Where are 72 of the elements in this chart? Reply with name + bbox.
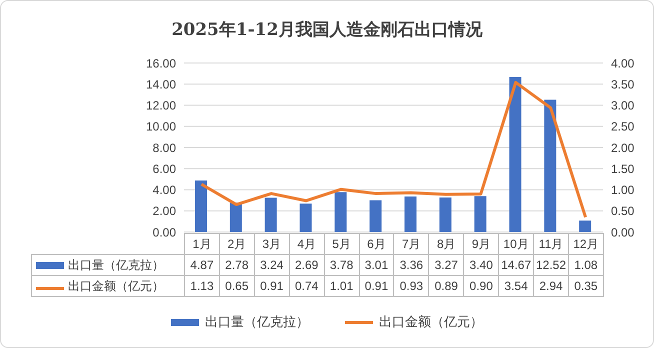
y-tick-label: 16.00 (146, 56, 176, 70)
data-label: 0.65 (219, 276, 254, 296)
bar (264, 198, 277, 232)
text: 出口金额（亿元） (379, 314, 483, 329)
data-label: 0.90 (464, 276, 499, 296)
x-tick-label: 4月 (289, 234, 324, 254)
bar (300, 204, 312, 232)
data-label: 0.35 (568, 276, 604, 296)
data-label: 3.01 (359, 254, 394, 276)
data-label: 3.24 (254, 254, 290, 276)
y-tick-label: 6.00 (152, 162, 176, 176)
legend-label: 出口金额（亿元） (68, 278, 164, 292)
x-tick-label: 11月 (534, 234, 568, 254)
legend-label: 出口量（亿克拉） (68, 258, 164, 272)
data-label: 3.54 (498, 276, 534, 296)
y-tick-label: 0.00 (152, 225, 176, 240)
bar (230, 202, 242, 232)
data-label: 3.36 (394, 254, 429, 276)
y2-tick-label: 3.00 (611, 98, 635, 113)
y2-tick-label: 2.50 (611, 120, 635, 134)
bar (404, 196, 416, 232)
data-label: 14.67 (498, 254, 534, 276)
bar (474, 196, 486, 232)
data-label: 2.94 (534, 276, 568, 296)
data-label: 2.78 (219, 254, 254, 276)
y-tick-label: 14.00 (146, 77, 176, 92)
bar (579, 220, 592, 232)
x-tick-label: 8月 (428, 234, 464, 254)
data-label: 0.93 (394, 276, 429, 296)
y-tick-label: 2.00 (152, 204, 176, 218)
bar (370, 200, 382, 232)
y2-tick-label: 3.50 (611, 77, 635, 92)
bar (509, 77, 522, 232)
y2-tick-label: 0.00 (611, 225, 635, 240)
x-tick-label: 2月 (219, 234, 254, 254)
y-tick-label: 10.00 (146, 120, 176, 134)
data-label: 12.52 (534, 254, 568, 276)
bar (334, 192, 347, 232)
y-tick-label: 12.00 (146, 98, 176, 113)
y-tick-label: 4.00 (152, 183, 176, 198)
x-tick-label: 10月 (498, 234, 534, 254)
x-tick-label: 6月 (359, 234, 394, 254)
data-label: 3.78 (324, 254, 360, 276)
x-tick-label: 5月 (324, 234, 360, 254)
x-tick-label: 7月 (394, 234, 429, 254)
x-tick-label: 3月 (254, 234, 290, 254)
chart-title: 2025年1-12月我国人造金刚石出口情况 (170, 19, 484, 41)
line-series (200, 80, 588, 219)
data-label: 0.91 (254, 276, 290, 296)
bar (195, 180, 207, 232)
bar (544, 100, 556, 232)
data-label: 2.69 (289, 254, 324, 276)
data-label: 0.89 (428, 276, 464, 296)
y2-tick-label: 4.00 (611, 56, 635, 70)
text: 出口量（亿克拉） (205, 314, 309, 329)
data-label: 0.91 (359, 276, 394, 296)
x-tick-label: 9月 (464, 234, 499, 254)
data-label: 0.74 (289, 276, 324, 296)
y-tick-label: 8.00 (152, 140, 176, 155)
bar (439, 197, 452, 232)
x-tick-label: 12月 (568, 234, 604, 254)
y2-tick-label: 0.50 (611, 204, 635, 218)
y2-tick-label: 2.00 (611, 140, 635, 155)
data-label: 1.08 (568, 254, 604, 276)
y2-tick-label: 1.00 (611, 183, 635, 198)
data-label: 3.40 (464, 254, 499, 276)
data-label: 4.87 (184, 254, 220, 276)
y2-tick-label: 1.50 (611, 162, 635, 176)
x-tick-label: 1月 (184, 234, 220, 254)
data-label: 3.27 (428, 254, 464, 276)
data-label: 1.01 (324, 276, 360, 296)
data-label: 1.13 (184, 276, 220, 296)
